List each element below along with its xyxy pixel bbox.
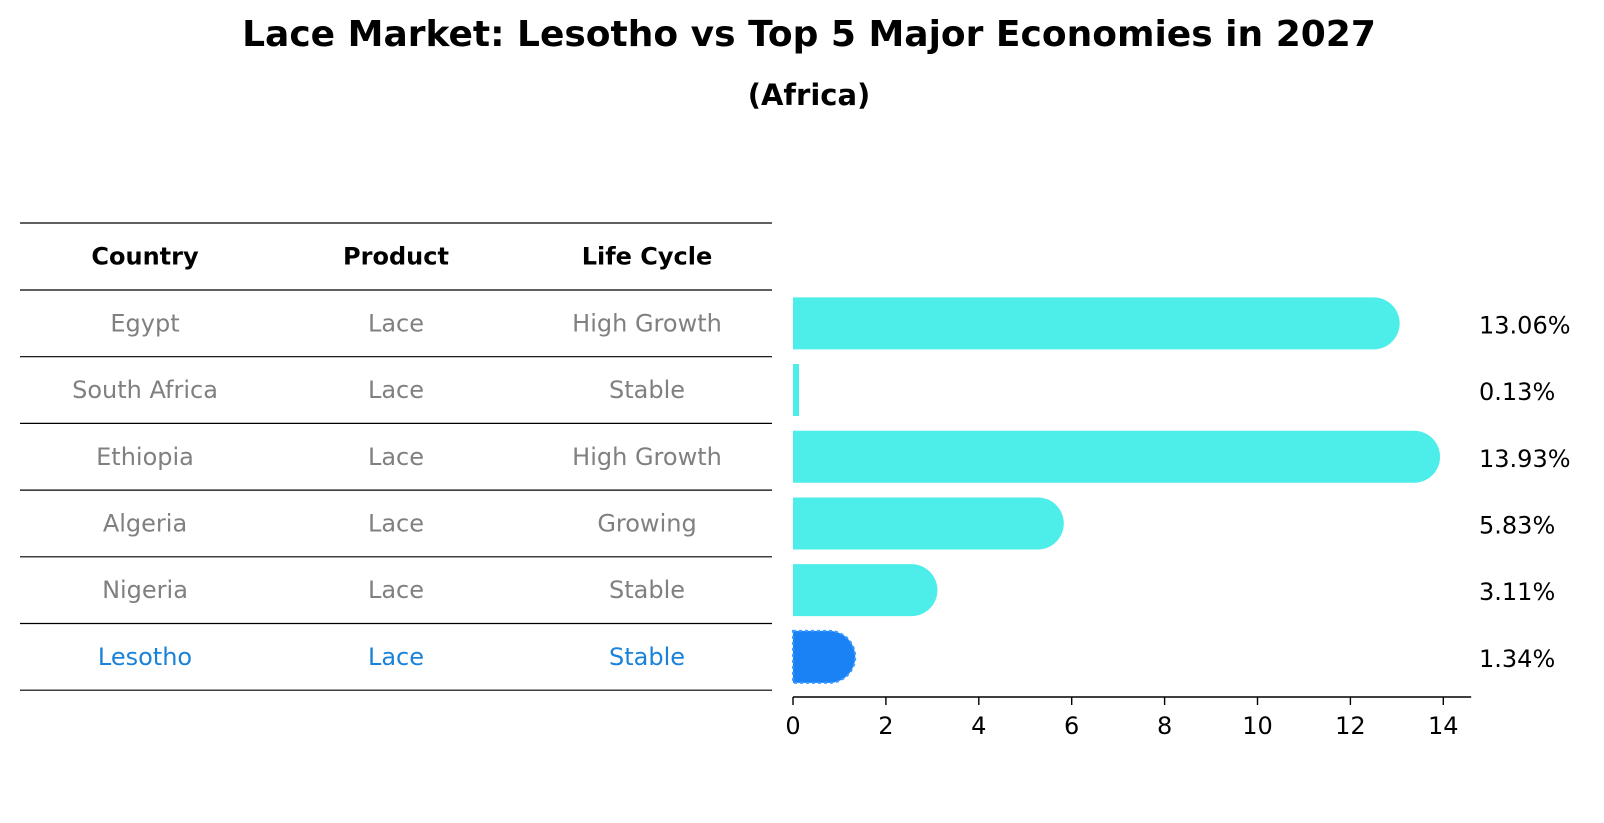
bar-value-label: 13.06%	[1479, 311, 1571, 339]
bar-value-label: 0.13%	[1479, 378, 1555, 406]
x-tick-label: 8	[1157, 712, 1172, 740]
table-cell: Growing	[597, 509, 696, 537]
chart-subtitle: (Africa)	[747, 78, 871, 112]
bar-value-label: 13.93%	[1479, 445, 1571, 473]
table-cell: South Africa	[72, 376, 218, 404]
table-cell: Stable	[609, 376, 685, 404]
bar-chart: 13.06% 0.13% 13.93% 5.83% 3.11% 1.34%	[792, 297, 1571, 684]
chart-title: Lace Market: Lesotho vs Top 5 Major Econ…	[242, 14, 1376, 55]
table-cell: Lace	[368, 576, 424, 604]
table-cell: High Growth	[572, 443, 722, 471]
table-cell: Lace	[368, 443, 424, 471]
table-cell: Stable	[609, 576, 685, 604]
x-tick-label: 2	[878, 712, 893, 740]
table-header-cell: Product	[343, 243, 449, 271]
bar-value-label: 3.11%	[1479, 578, 1555, 606]
bar-ethiopia	[793, 430, 1441, 483]
bar-lesotho	[792, 629, 857, 684]
table-cell-highlight: Lesotho	[98, 643, 192, 671]
bar-nigeria	[793, 564, 938, 617]
table-cell: Lace	[368, 509, 424, 537]
x-tick-label: 6	[1064, 712, 1079, 740]
table-cell: Lace	[368, 376, 424, 404]
table-cell: Egypt	[110, 309, 179, 337]
table-cell: Nigeria	[102, 576, 188, 604]
x-tick-label: 10	[1242, 712, 1273, 740]
table-cell: Algeria	[103, 509, 187, 537]
table-cell-highlight: Lace	[368, 643, 424, 671]
table-cell: Lace	[368, 309, 424, 337]
data-table: Country Product Life Cycle Egypt Lace High Gr…	[20, 222, 772, 691]
table-header-cell: Life Cycle	[582, 243, 713, 271]
bar-egypt	[793, 297, 1400, 350]
bar-value-label: 1.34%	[1479, 645, 1555, 673]
x-tick-label: 0	[785, 712, 800, 740]
x-tick-label: 14	[1428, 712, 1459, 740]
x-axis: 0 2 4 6 8 10 12 14	[785, 696, 1472, 740]
table-cell: High Growth	[572, 309, 722, 337]
bar-south-africa	[793, 364, 800, 417]
bar-algeria	[793, 497, 1064, 550]
table-header-cell: Country	[91, 243, 199, 271]
table-cell: Ethiopia	[96, 443, 194, 471]
x-tick-label: 12	[1335, 712, 1366, 740]
table-cell-highlight: Stable	[609, 643, 685, 671]
x-tick-label: 4	[971, 712, 986, 740]
bar-value-label: 5.83%	[1479, 511, 1555, 539]
